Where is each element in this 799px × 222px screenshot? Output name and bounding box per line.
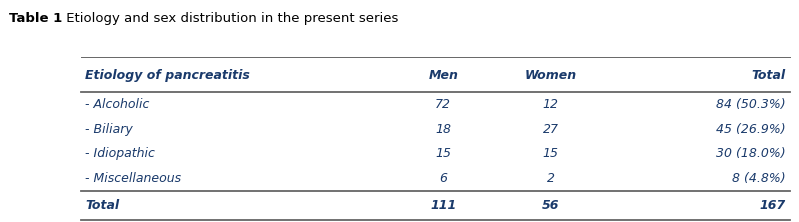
Text: 167: 167	[759, 199, 785, 212]
Text: 56: 56	[542, 199, 559, 212]
Text: Table 1: Table 1	[10, 12, 62, 25]
Text: 111: 111	[430, 199, 456, 212]
Text: - Miscellaneous: - Miscellaneous	[85, 172, 181, 185]
Text: Women: Women	[525, 69, 577, 82]
Text: Total: Total	[85, 199, 119, 212]
Text: 15: 15	[543, 147, 559, 160]
Text: Etiology and sex distribution in the present series: Etiology and sex distribution in the pre…	[62, 12, 398, 25]
Text: 84 (50.3%): 84 (50.3%)	[716, 98, 785, 111]
Text: 6: 6	[439, 172, 447, 185]
Text: - Biliary: - Biliary	[85, 123, 133, 136]
Text: 45 (26.9%): 45 (26.9%)	[716, 123, 785, 136]
Text: 15: 15	[435, 147, 451, 160]
Text: 72: 72	[435, 98, 451, 111]
Text: 18: 18	[435, 123, 451, 136]
Text: - Alcoholic: - Alcoholic	[85, 98, 149, 111]
Text: 27: 27	[543, 123, 559, 136]
Text: 8 (4.8%): 8 (4.8%)	[732, 172, 785, 185]
Text: 2: 2	[547, 172, 555, 185]
Text: Men: Men	[428, 69, 459, 82]
Text: Total: Total	[752, 69, 785, 82]
Text: Etiology of pancreatitis: Etiology of pancreatitis	[85, 69, 250, 82]
Text: 12: 12	[543, 98, 559, 111]
Text: - Idiopathic: - Idiopathic	[85, 147, 155, 160]
Text: 30 (18.0%): 30 (18.0%)	[716, 147, 785, 160]
